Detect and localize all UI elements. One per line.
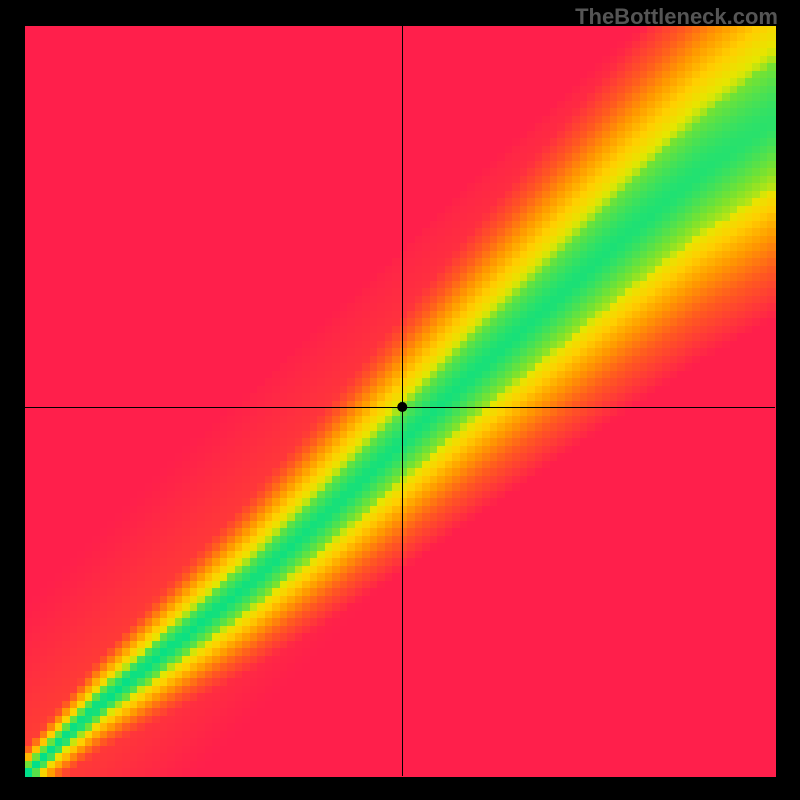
chart-container: TheBottleneck.com <box>0 0 800 800</box>
watermark-text: TheBottleneck.com <box>575 4 778 30</box>
bottleneck-heatmap <box>0 0 800 800</box>
